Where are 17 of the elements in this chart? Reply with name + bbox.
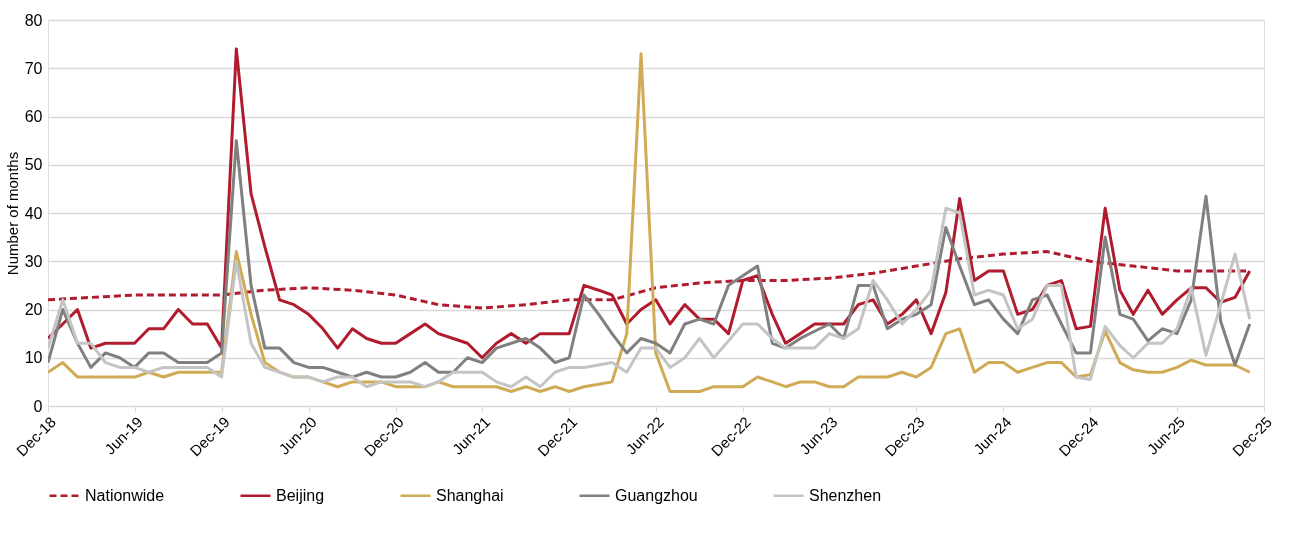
y-tick-label: 0	[33, 397, 43, 415]
y-tick-label: 30	[24, 252, 43, 270]
y-tick-label: 80	[24, 11, 43, 29]
y-tick-label: 70	[24, 59, 43, 77]
y-tick-label: 50	[24, 156, 43, 174]
y-tick-label: 20	[24, 301, 43, 318]
line-series	[48, 139, 1252, 379]
y-tick-label: 60	[24, 108, 43, 125]
y-axis-title: Number of months	[3, 151, 21, 276]
legend-label: Shenzhen	[809, 486, 882, 504]
y-tick-label: 40	[24, 204, 43, 222]
legend-label: Nationwide	[85, 486, 165, 504]
legend-label: Shanghai	[436, 486, 504, 504]
legend-label: Beijing	[276, 486, 325, 504]
line-series	[48, 206, 1252, 389]
y-tick-label: 10	[24, 349, 43, 367]
legend-label: Guangzhou	[615, 486, 698, 504]
